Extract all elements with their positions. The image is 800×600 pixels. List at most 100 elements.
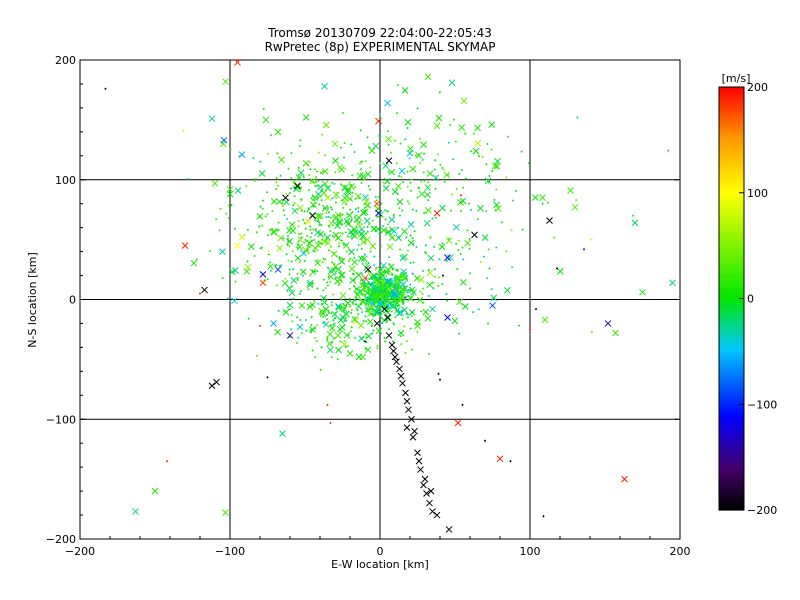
- colorbar-swatch: [719, 460, 744, 465]
- cluster-point: [357, 255, 365, 263]
- cluster-point: [424, 314, 432, 322]
- colorbar: 200 100 0 −100 −200: [718, 81, 777, 517]
- cluster-point: [394, 282, 397, 285]
- cluster-point: [329, 216, 332, 219]
- cluster-point: [396, 84, 399, 87]
- cluster-point: [348, 287, 351, 290]
- cluster-point: [376, 272, 384, 280]
- cluster-point: [424, 251, 427, 254]
- cluster-point: [477, 155, 480, 158]
- cluster-point: [270, 134, 273, 137]
- cluster-point: [360, 272, 363, 275]
- cluster-point: [228, 268, 236, 276]
- cluster-point: [386, 306, 389, 309]
- cluster-point: [282, 308, 290, 316]
- cluster-point: [296, 243, 299, 246]
- cluster-point: [316, 220, 319, 223]
- cluster-point: [359, 282, 367, 289]
- cluster-point: [281, 205, 284, 208]
- cluster-point: [397, 309, 405, 316]
- cluster-point: [394, 316, 397, 319]
- data-point: [181, 242, 189, 249]
- cluster-point: [481, 155, 484, 158]
- cluster-point: [412, 261, 415, 264]
- colorbar-swatch: [719, 316, 744, 321]
- cluster-point: [325, 216, 328, 219]
- cluster-point: [401, 87, 409, 94]
- cluster-point: [310, 232, 313, 235]
- colorbar-swatch: [719, 178, 744, 183]
- cluster-point: [296, 272, 299, 275]
- cluster-point: [272, 201, 275, 204]
- cluster-point: [357, 313, 360, 316]
- cluster-point: [432, 281, 435, 284]
- cluster-point: [255, 231, 258, 234]
- cluster-point: [365, 320, 368, 323]
- cluster-point: [252, 157, 255, 160]
- cluster-point: [290, 152, 293, 155]
- cluster-point: [254, 177, 257, 180]
- cluster-point: [487, 322, 490, 325]
- data-point: [384, 314, 391, 321]
- cluster-point: [262, 199, 265, 202]
- colorbar-swatch: [719, 171, 744, 176]
- cluster-point: [395, 234, 403, 242]
- data-point: [433, 209, 441, 217]
- cluster-point: [394, 182, 402, 190]
- colorbar-swatch: [719, 168, 744, 173]
- colorbar-swatch: [719, 136, 744, 141]
- data-point: [414, 449, 421, 457]
- cluster-point: [334, 273, 337, 276]
- cluster-point: [304, 238, 307, 241]
- cluster-point: [314, 229, 321, 237]
- colorbar-swatch: [719, 217, 744, 222]
- cluster-point: [460, 169, 463, 172]
- cluster-point: [406, 170, 409, 173]
- cluster-point: [363, 293, 366, 296]
- cluster-point: [405, 236, 408, 239]
- colorbar-swatch: [719, 220, 744, 226]
- cluster-point: [336, 276, 343, 284]
- cluster-point: [424, 184, 431, 191]
- cluster-point: [309, 225, 312, 228]
- cluster-point: [317, 302, 320, 305]
- cluster-point: [348, 181, 351, 184]
- cluster-point: [332, 328, 335, 331]
- cluster-point: [326, 284, 329, 287]
- cluster-point: [343, 185, 346, 188]
- cluster-point: [300, 198, 303, 201]
- cluster-point: [325, 318, 328, 321]
- cluster-point: [409, 234, 412, 237]
- cluster-point: [311, 282, 314, 285]
- cluster-point: [480, 260, 483, 263]
- data-point: [381, 305, 388, 313]
- cluster-point: [357, 210, 360, 213]
- data-point: [460, 97, 468, 105]
- cluster-point: [445, 237, 453, 244]
- colorbar-swatch: [719, 277, 744, 282]
- cluster-point: [396, 198, 404, 206]
- cluster-point: [486, 277, 489, 280]
- cluster-point: [278, 156, 285, 164]
- cluster-point: [301, 274, 304, 277]
- cluster-point: [354, 208, 357, 211]
- cluster-point: [358, 298, 366, 305]
- cluster-point: [352, 302, 355, 305]
- cluster-point: [450, 209, 453, 212]
- cluster-point: [393, 305, 396, 308]
- cluster-point: [259, 205, 262, 208]
- cluster-point: [393, 323, 396, 326]
- data-point: [324, 194, 331, 202]
- cluster-point: [316, 270, 319, 273]
- cluster-point: [464, 132, 467, 135]
- cluster-point: [366, 136, 369, 139]
- cluster-point: [416, 196, 419, 199]
- data-point: [364, 340, 366, 343]
- data-point: [471, 231, 478, 239]
- cluster-point: [333, 262, 336, 265]
- cluster-point: [297, 219, 300, 222]
- colorbar-swatch: [719, 302, 744, 307]
- data-point: [403, 424, 411, 431]
- cluster-point: [402, 181, 405, 184]
- cluster-point: [308, 161, 311, 164]
